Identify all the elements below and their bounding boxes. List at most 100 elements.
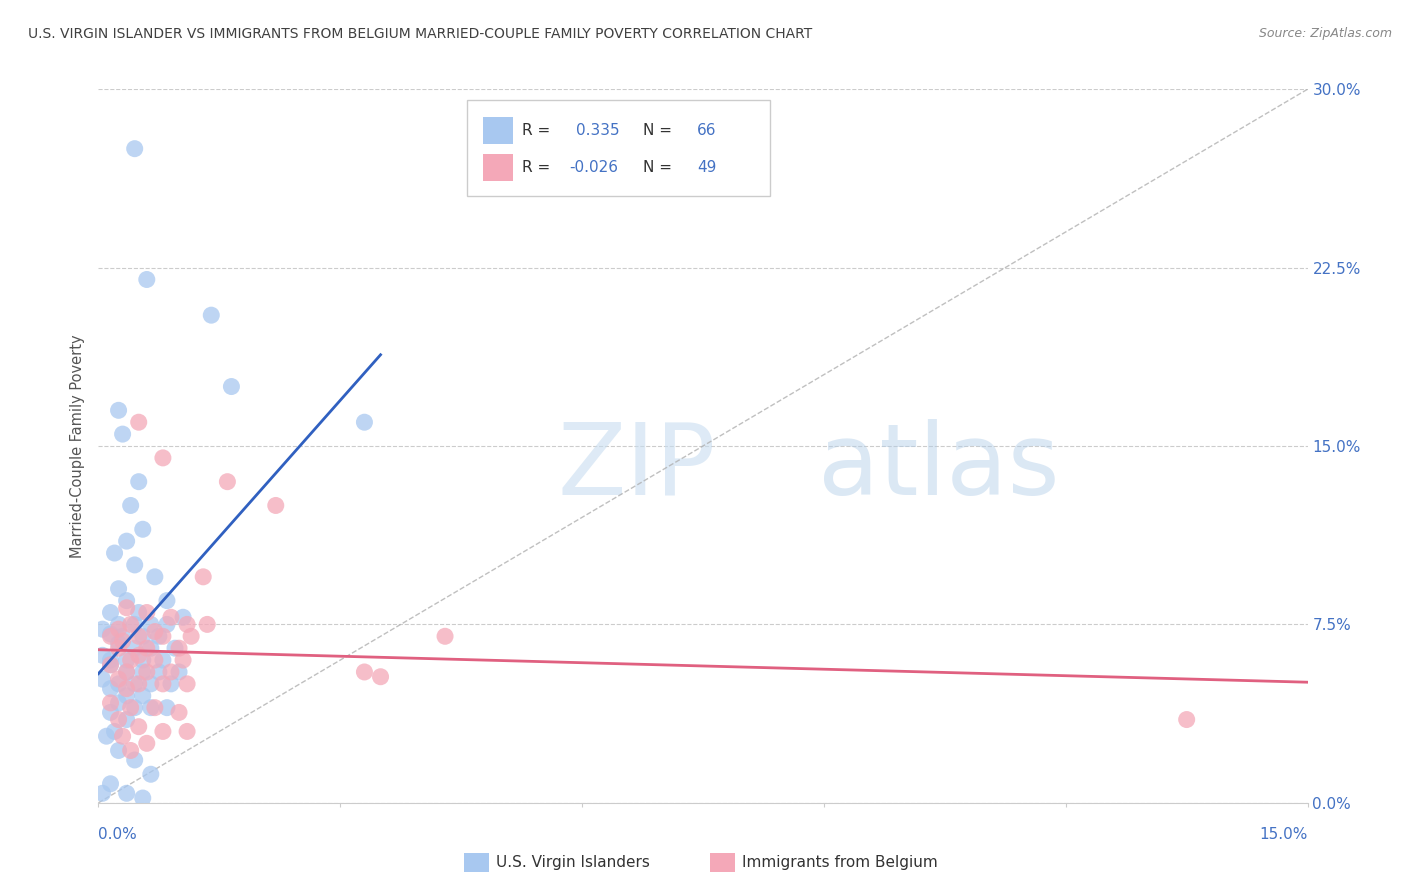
Point	[91, 786, 114, 800]
Point	[132, 522, 155, 536]
Point	[353, 665, 375, 679]
Point	[111, 629, 134, 643]
Point	[128, 415, 150, 429]
Point	[128, 475, 150, 489]
Point	[135, 606, 157, 620]
Point	[1175, 713, 1198, 727]
Text: N =: N =	[643, 123, 676, 138]
Point	[115, 600, 138, 615]
Point	[115, 713, 138, 727]
Point	[132, 689, 155, 703]
Point	[100, 777, 122, 791]
Point	[135, 272, 157, 286]
Point	[135, 665, 157, 679]
Point	[124, 617, 146, 632]
Point	[107, 672, 129, 686]
Point	[156, 617, 179, 632]
Point	[107, 677, 129, 691]
Point	[100, 653, 122, 667]
Bar	[482, 154, 513, 181]
Point	[120, 700, 142, 714]
Point	[160, 677, 183, 691]
Text: ZIP: ZIP	[558, 419, 716, 516]
Point	[115, 593, 138, 607]
Point	[124, 677, 146, 691]
Point	[120, 653, 142, 667]
Point	[100, 657, 122, 672]
Point	[160, 665, 183, 679]
Point	[132, 629, 155, 643]
Point	[143, 653, 166, 667]
Point	[115, 786, 138, 800]
Point	[120, 743, 142, 757]
Point	[156, 593, 179, 607]
Point	[115, 681, 138, 696]
Point	[100, 696, 122, 710]
Text: R =: R =	[522, 161, 555, 175]
Point	[91, 622, 114, 636]
Point	[135, 641, 157, 656]
Point	[160, 610, 183, 624]
Text: R =: R =	[522, 123, 555, 138]
Text: 0.335: 0.335	[576, 123, 620, 138]
Point	[152, 450, 174, 465]
Point	[103, 724, 125, 739]
Point	[163, 641, 186, 656]
Point	[132, 653, 155, 667]
Point	[152, 629, 174, 643]
Point	[132, 665, 155, 679]
Point	[152, 724, 174, 739]
Point	[124, 558, 146, 572]
Point	[172, 653, 194, 667]
Point	[434, 629, 457, 643]
Point	[111, 634, 134, 648]
Text: U.S. Virgin Islanders: U.S. Virgin Islanders	[496, 855, 650, 870]
Point	[152, 677, 174, 691]
Text: 15.0%: 15.0%	[1260, 827, 1308, 841]
Point	[100, 606, 122, 620]
Text: -0.026: -0.026	[569, 161, 617, 175]
Point	[167, 665, 190, 679]
Point	[107, 696, 129, 710]
Point	[143, 570, 166, 584]
Point	[370, 670, 392, 684]
Point	[172, 610, 194, 624]
FancyBboxPatch shape	[467, 100, 769, 196]
Text: atlas: atlas	[818, 419, 1060, 516]
Point	[167, 641, 190, 656]
Point	[111, 427, 134, 442]
Point	[180, 629, 202, 643]
Text: Immigrants from Belgium: Immigrants from Belgium	[742, 855, 938, 870]
Point	[148, 665, 170, 679]
Point	[264, 499, 287, 513]
Point	[193, 570, 215, 584]
Point	[148, 629, 170, 643]
Point	[107, 641, 129, 656]
Point	[115, 689, 138, 703]
Point	[128, 720, 150, 734]
Point	[176, 724, 198, 739]
Point	[100, 657, 122, 672]
Point	[139, 700, 162, 714]
Point	[115, 665, 138, 679]
Point	[107, 403, 129, 417]
Point	[96, 729, 118, 743]
Text: U.S. VIRGIN ISLANDER VS IMMIGRANTS FROM BELGIUM MARRIED-COUPLE FAMILY POVERTY CO: U.S. VIRGIN ISLANDER VS IMMIGRANTS FROM …	[28, 27, 813, 41]
Point	[100, 681, 122, 696]
Point	[107, 636, 129, 650]
Point	[200, 308, 222, 322]
Point	[115, 653, 138, 667]
Point	[217, 475, 239, 489]
Point	[139, 767, 162, 781]
Point	[128, 677, 150, 691]
Point	[100, 629, 122, 643]
Point	[176, 617, 198, 632]
Point	[100, 706, 122, 720]
Point	[128, 648, 150, 663]
Point	[124, 753, 146, 767]
Point	[120, 617, 142, 632]
Point	[139, 641, 162, 656]
Point	[115, 665, 138, 679]
Point	[124, 641, 146, 656]
Point	[353, 415, 375, 429]
